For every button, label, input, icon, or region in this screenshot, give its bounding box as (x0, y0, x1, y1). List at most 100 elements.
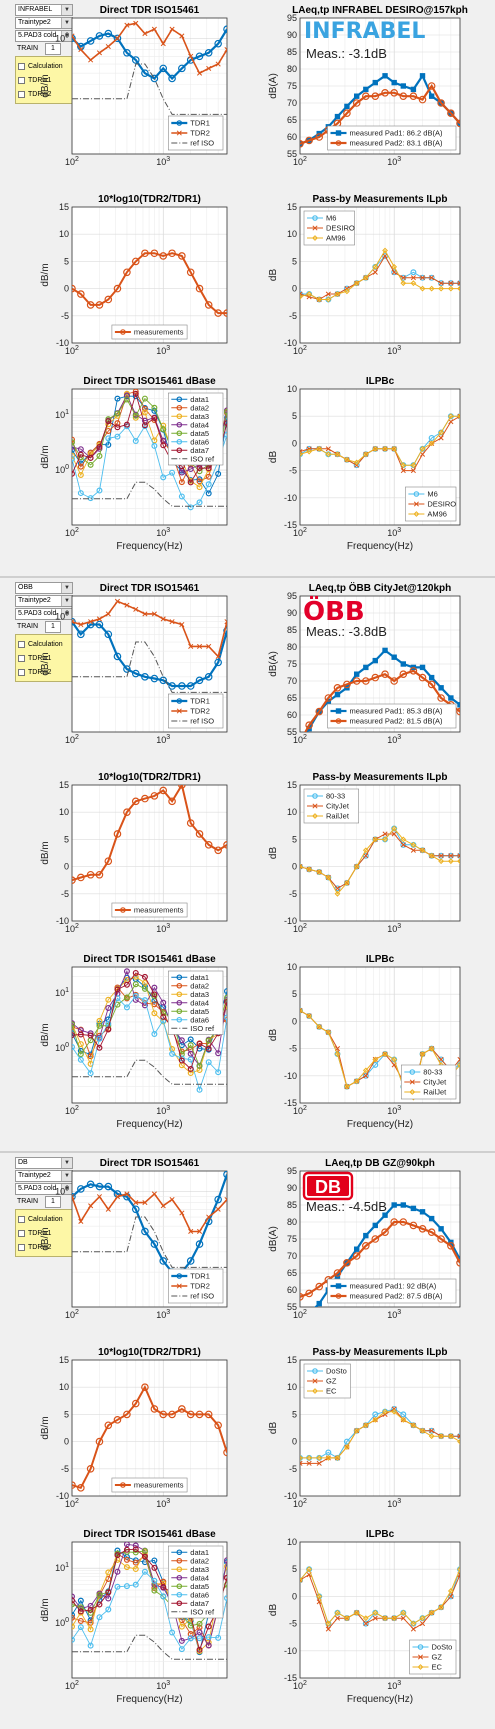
data-point (224, 1557, 227, 1564)
data-point (306, 1566, 313, 1573)
train-row: TRAIN 1 (15, 621, 73, 633)
traintype-select[interactable]: Traintype2 ▼ (15, 17, 73, 29)
data-point (418, 95, 427, 104)
train-input[interactable]: 1 (45, 621, 61, 633)
pad-select[interactable]: 5.PAD3 cold ▼ (15, 30, 73, 42)
checkbox-tdrw2[interactable]: TDRw2 (18, 665, 70, 679)
data-point (150, 1405, 159, 1413)
data-point (325, 1449, 332, 1456)
checkbox-box[interactable] (18, 1229, 25, 1237)
data-point (151, 991, 158, 998)
chevron-down-icon[interactable]: ▼ (61, 31, 72, 41)
legend-marker (312, 215, 318, 221)
controls: DB ▼ Traintype2 ▼ 5.PAD3 cold ▼ TRAIN 1 Calculat… (15, 1157, 73, 1257)
checkbox-tdrw1[interactable]: TDRw1 (18, 651, 70, 665)
chevron-down-icon[interactable]: ▼ (61, 1158, 72, 1168)
data-point (371, 1235, 380, 1243)
data-point (178, 1037, 185, 1044)
data-point (400, 275, 406, 281)
legend-marker (176, 438, 183, 445)
checkbox-box[interactable] (18, 668, 25, 676)
checkbox-box[interactable] (18, 90, 25, 98)
data-point (334, 291, 341, 297)
y-tick-label: 95 (287, 591, 297, 601)
data-point (457, 1566, 460, 1573)
data-point (96, 616, 103, 622)
legend-entry: measurements (134, 1481, 184, 1490)
data-point (159, 64, 168, 73)
data-point (224, 408, 227, 415)
operator-select[interactable]: DB ▼ (15, 1157, 73, 1169)
checkbox-box[interactable] (18, 640, 25, 648)
chevron-down-icon[interactable]: ▼ (61, 609, 72, 619)
chart-title: LAeq,tp ÖBB CityJet@120kph (309, 581, 452, 594)
data-point (96, 50, 103, 56)
legend-marker (120, 907, 126, 913)
data-point (114, 420, 121, 427)
traintype-select[interactable]: Traintype2 ▼ (15, 595, 73, 607)
data-point (325, 451, 332, 458)
operator-logo: ÖBB (303, 594, 365, 627)
data-point (150, 249, 159, 258)
checkbox-tdrw2[interactable]: TDRw2 (18, 87, 70, 101)
legend-marker (413, 491, 420, 497)
x-tick-label: 103 (387, 734, 401, 745)
y-tick-label: -10 (284, 493, 297, 503)
data-point (87, 1606, 94, 1613)
y-tick-label: 80 (287, 642, 297, 652)
data-point (151, 611, 157, 617)
axes-box (299, 206, 461, 344)
checkbox-calculation[interactable]: Calculation (18, 59, 70, 73)
data-point (399, 92, 408, 101)
data-point (400, 841, 407, 848)
chevron-down-icon[interactable]: ▼ (61, 596, 72, 606)
checkbox-box[interactable] (18, 62, 25, 70)
legend-marker (335, 718, 342, 724)
train-input[interactable]: 1 (45, 43, 61, 55)
data-point (410, 86, 417, 93)
operator-select[interactable]: INFRABEL ▼ (15, 4, 73, 16)
series-group (300, 413, 460, 474)
chevron-down-icon[interactable]: ▼ (61, 18, 72, 28)
legend-marker (176, 396, 183, 403)
chevron-down-icon[interactable]: ▼ (61, 1171, 72, 1181)
data-point (362, 1615, 369, 1622)
pad-select[interactable]: 5.PAD3 cold ▼ (15, 608, 73, 620)
checkbox-calculation[interactable]: Calculation (18, 637, 70, 651)
traintype-select[interactable]: Traintype2 ▼ (15, 1170, 73, 1182)
data-point (457, 1062, 460, 1068)
data-point (400, 280, 407, 287)
data-point (133, 606, 139, 612)
x-tick-label: 102 (293, 527, 307, 538)
y-tick-label: 55 (287, 149, 297, 159)
data-point (448, 419, 454, 425)
operator-select[interactable]: ÖBB ▼ (15, 582, 73, 594)
data-point (105, 1026, 112, 1033)
chart-laeq: 55 60 65 70 75 80 85 90 95 102 103 LAeq,tp INFRABEL… (268, 5, 468, 167)
data-point (96, 1022, 103, 1029)
data-point (114, 424, 121, 431)
data-point (224, 1196, 227, 1203)
checkbox-calculation[interactable]: Calculation (18, 1212, 70, 1226)
chevron-down-icon[interactable]: ▼ (61, 1184, 72, 1194)
pad-select[interactable]: 5.PAD3 cold ▼ (15, 1183, 73, 1195)
checkbox-box[interactable] (18, 1215, 25, 1223)
legend-marker (176, 1549, 183, 1556)
data-point (390, 89, 398, 97)
y-tick-label: 55 (287, 727, 297, 737)
checkbox-box[interactable] (18, 654, 25, 662)
train-input[interactable]: 1 (45, 1196, 61, 1208)
chevron-down-icon[interactable]: ▼ (61, 583, 72, 593)
checkbox-tdrw1[interactable]: TDRw1 (18, 73, 70, 87)
checkbox-box[interactable] (18, 1243, 25, 1251)
chart-title: Direct TDR ISO15461 (100, 1158, 200, 1169)
checkbox-tdrw2[interactable]: TDRw2 (18, 1240, 70, 1254)
chevron-down-icon[interactable]: ▼ (61, 5, 72, 15)
checkbox-tdrw1[interactable]: TDRw1 (18, 1226, 70, 1240)
checkbox-box[interactable] (18, 76, 25, 84)
y-tick-label: -5 (289, 889, 297, 899)
data-point (315, 707, 324, 716)
data-point (123, 268, 131, 277)
